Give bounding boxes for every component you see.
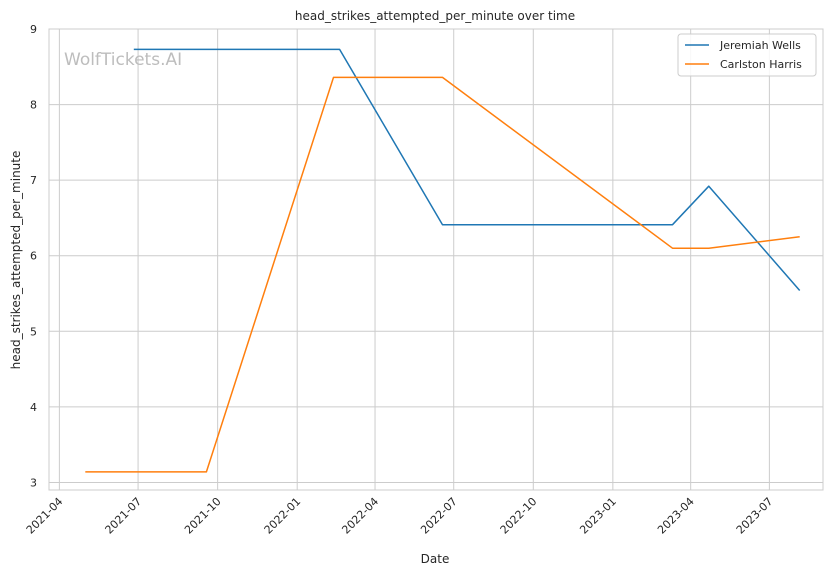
legend: Jeremiah Wells Carlston Harris [677,33,817,77]
y-tick-label: 9 [30,23,37,36]
watermark-text: WolfTickets.AI [64,50,182,70]
y-tick-label: 3 [30,476,37,489]
y-axis-label: head_strikes_attempted_per_minute [9,151,23,370]
chart-title: head_strikes_attempted_per_minute over t… [295,9,575,23]
series-line-1 [133,48,801,291]
y-tick-label: 4 [30,401,37,414]
y-tick-label: 8 [30,99,37,112]
x-axis-label: Date [421,552,450,566]
y-tick-label: 7 [30,174,37,187]
y-tick-label: 6 [30,250,37,263]
legend-label: Jeremiah Wells [719,39,801,52]
y-axis-ticks: 3 4 5 6 7 8 9 [30,23,37,489]
legend-box [677,33,817,77]
legend-label: Carlston Harris [720,58,802,71]
series-lines [85,48,801,473]
y-tick-label: 5 [30,325,37,338]
plot-border [48,28,824,491]
series-line-2 [85,76,800,473]
plot-frame [48,28,824,491]
